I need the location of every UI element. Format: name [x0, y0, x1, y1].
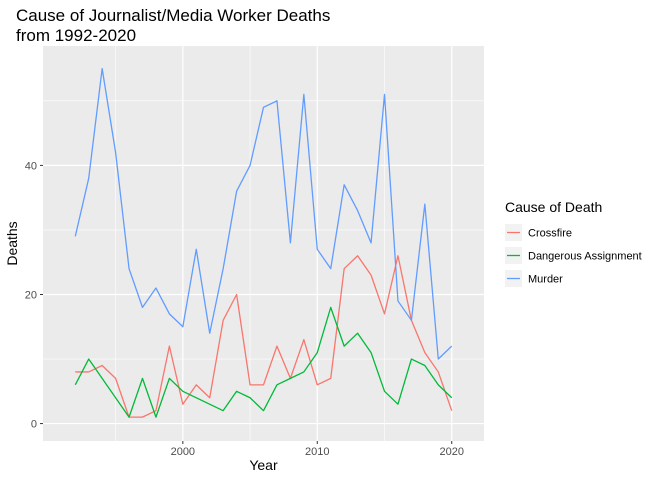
plot-panel [43, 46, 484, 441]
y-tick-label: 40 [25, 160, 37, 172]
chart-title-line-1: Cause of Journalist/Media Worker Deaths [16, 6, 330, 25]
legend-label-murder: Murder [528, 274, 563, 286]
y-tick-label: 0 [31, 419, 37, 431]
legend: Cause of Death Crossfire Dangerous Assign… [505, 199, 642, 287]
series-line-dangerous-assignment [74, 306, 453, 418]
legend-title: Cause of Death [505, 199, 602, 215]
tick-labels: 2000 2010 2020 0 20 40 [25, 160, 464, 458]
series-line-murder [74, 67, 453, 360]
y-tick-label: 20 [25, 289, 37, 301]
x-tick-label: 2020 [439, 446, 463, 458]
x-axis-title: Year [249, 457, 278, 473]
legend-label-dangerous-assignment: Dangerous Assignment [528, 251, 642, 263]
legend-items: Crossfire Dangerous Assignment Murder [505, 224, 642, 287]
series-lines [74, 67, 453, 418]
y-axis-title: Deaths [4, 221, 20, 265]
x-tick-label: 2000 [171, 446, 195, 458]
chart-title-line-2: from 1992-2020 [16, 26, 136, 45]
series-line-crossfire [75, 255, 453, 418]
x-tick-label: 2010 [305, 446, 329, 458]
legend-label-crossfire: Crossfire [528, 228, 572, 240]
axis-ticks [40, 164, 453, 444]
minor-gridlines [43, 46, 484, 441]
